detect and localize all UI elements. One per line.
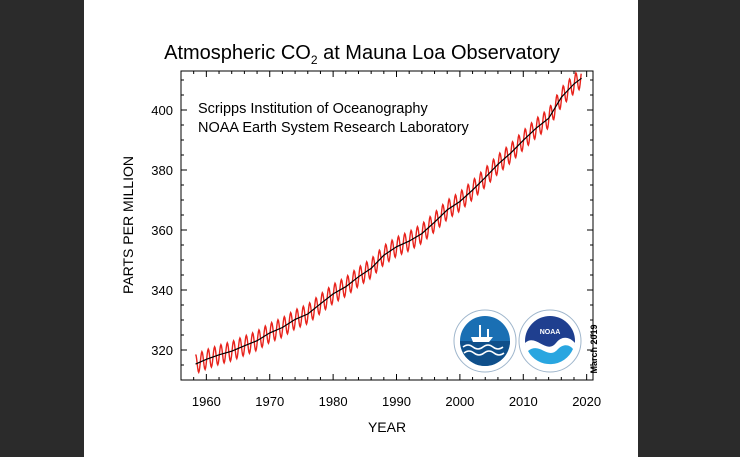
y-tick-label: 340 [151, 283, 173, 298]
x-tick-label: 2020 [572, 394, 601, 409]
series-monthly-line [194, 71, 582, 375]
noaa-logo-text: NOAA [540, 329, 561, 336]
x-tick-label: 2010 [509, 394, 538, 409]
axes: 1960 1970 1980 1990 2000 2010 2020 320 340 360 380… [151, 71, 601, 409]
x-tick-label: 1960 [192, 394, 221, 409]
credit-line-2: NOAA Earth System Research Laboratory [198, 120, 470, 136]
noaa-logo-icon: NOAA [518, 309, 582, 373]
plot-frame [180, 70, 594, 381]
x-tick-label: 2000 [445, 394, 474, 409]
y-tick-label: 380 [151, 163, 173, 178]
x-tick-label: 1980 [319, 394, 348, 409]
y-axis-label: PARTS PER MILLION [120, 156, 136, 294]
x-axis-label: YEAR [368, 419, 406, 435]
date-note: March 2019 [589, 324, 599, 373]
credit-line-1: Scripps Institution of Oceanography [198, 101, 428, 117]
scripps-logo-icon [453, 309, 517, 373]
y-tick-label: 320 [151, 343, 173, 358]
series-trend-line [195, 77, 582, 365]
y-tick-label: 400 [151, 103, 173, 118]
chart-title: Atmospheric CO2 at Mauna Loa Observatory [164, 42, 560, 67]
co2-chart: Atmospheric CO2 at Mauna Loa Observatory… [120, 42, 601, 435]
chart-canvas: Atmospheric CO2 at Mauna Loa Observatory… [84, 0, 638, 457]
x-tick-label: 1970 [255, 394, 284, 409]
x-tick-label: 1990 [382, 394, 411, 409]
y-tick-label: 360 [151, 223, 173, 238]
